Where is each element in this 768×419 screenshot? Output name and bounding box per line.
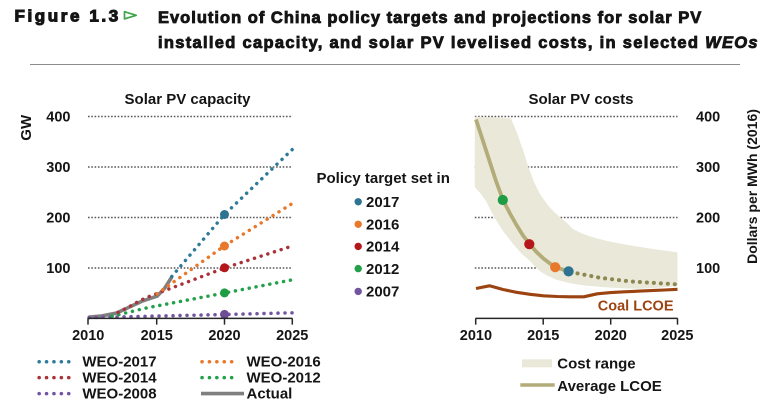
svg-text:Solar PV capacity: Solar PV capacity [125,91,252,108]
svg-text:Average LCOE: Average LCOE [557,378,661,395]
svg-text:2010: 2010 [460,328,492,344]
svg-text:300: 300 [696,160,720,176]
svg-text:GW: GW [18,114,35,141]
svg-text:2010: 2010 [72,328,104,344]
svg-text:Figure 1.3: Figure 1.3 [15,6,121,25]
svg-text:2012: 2012 [366,261,399,278]
svg-text:2017: 2017 [366,194,399,211]
svg-text:WEO-2008: WEO-2008 [82,386,156,403]
svg-text:200: 200 [696,211,720,227]
svg-text:200: 200 [46,211,70,227]
svg-text:2015: 2015 [527,328,559,344]
svg-text:Coal LCOE: Coal LCOE [598,298,674,314]
svg-text:Evolution of China policy targ: Evolution of China policy targets and pr… [158,9,702,27]
svg-text:2016: 2016 [366,217,399,234]
svg-text:Policy target set in: Policy target set in [317,170,450,187]
svg-text:2025: 2025 [661,328,693,344]
svg-text:2014: 2014 [366,239,400,256]
svg-text:2015: 2015 [141,328,173,344]
svg-text:400: 400 [46,110,70,126]
svg-text:WEO-2016: WEO-2016 [247,354,321,371]
svg-text:WEO-2017: WEO-2017 [82,354,156,371]
svg-text:WEO-2012: WEO-2012 [247,370,321,387]
svg-text:2025: 2025 [276,328,308,344]
svg-text:2020: 2020 [595,328,627,344]
svg-text:2007: 2007 [366,284,399,301]
svg-text:WEO-2014: WEO-2014 [82,370,157,387]
svg-text:Dollars per MWh (2016): Dollars per MWh (2016) [744,109,760,264]
svg-text:400: 400 [696,110,720,126]
svg-text:100: 100 [696,261,720,277]
svg-text:Actual: Actual [247,386,293,403]
svg-text:300: 300 [46,160,70,176]
svg-text:installed capacity, and solar: installed capacity, and solar PV levelis… [158,34,759,52]
svg-text:2020: 2020 [208,328,240,344]
svg-text:Solar PV costs: Solar PV costs [528,91,633,108]
svg-text:Cost range: Cost range [557,356,635,373]
svg-text:100: 100 [46,261,70,277]
